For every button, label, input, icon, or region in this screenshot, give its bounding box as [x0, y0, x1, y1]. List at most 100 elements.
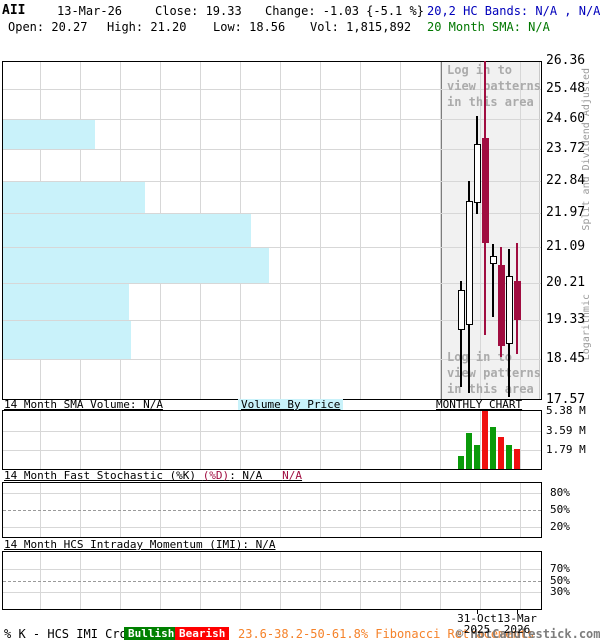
- login-prompt-text[interactable]: Log in to view patterns in this area: [447, 63, 541, 109]
- gridline-h: [3, 450, 541, 451]
- gridline-dashed: [3, 510, 541, 511]
- gridline-dashed: [3, 581, 541, 582]
- gridline-h: [3, 89, 541, 90]
- gridline-v: [200, 411, 201, 469]
- price-tick-label: 21.09: [546, 239, 586, 254]
- price-tick-label: 17.57: [546, 392, 586, 407]
- stochastic-label-k: 14 Month Fast Stochastic (%K): [4, 469, 203, 482]
- stoch-tick-label: 80%: [550, 486, 570, 499]
- price-tick-label: 18.45: [546, 351, 586, 366]
- bullish-badge: Bullish: [124, 627, 179, 640]
- gridline-v: [400, 411, 401, 469]
- imi-tick-label: 70%: [550, 562, 570, 575]
- stochastic-label-value: : N/A: [229, 469, 283, 482]
- gridline-h: [3, 431, 541, 432]
- gridline-v: [80, 411, 81, 469]
- gridline-v: [360, 552, 361, 609]
- x-axis-label: 2025: [463, 623, 491, 636]
- sma-value: 20 Month SMA: N/A: [427, 20, 550, 34]
- vbp-band: [3, 248, 269, 283]
- x-axis-tick: [477, 610, 478, 614]
- price-tick-label: 21.97: [546, 205, 586, 220]
- login-prompt-text[interactable]: Log in to view patterns in this area: [447, 350, 541, 396]
- gridline-h: [3, 213, 541, 214]
- candle-wick: [460, 281, 462, 387]
- stoch-tick-label: 50%: [550, 503, 570, 516]
- volume-bar: [514, 449, 520, 469]
- gridline-v: [280, 62, 281, 399]
- vbp-band: [3, 120, 95, 149]
- chart-type-label: MONTHLY CHART: [436, 398, 523, 411]
- ticker-symbol: AII: [2, 3, 26, 18]
- gridline-h: [3, 181, 541, 182]
- candle-body-down: [482, 138, 489, 243]
- hc-bands-value: 20,2 HC Bands: N/A , N/A: [427, 4, 600, 18]
- gridline-v: [240, 411, 241, 469]
- gridline-v: [520, 62, 521, 399]
- x-axis-tick: [517, 610, 518, 614]
- volume-panel: [2, 410, 542, 470]
- gridline-v: [240, 552, 241, 609]
- price-tick-label: 25.48: [546, 81, 586, 96]
- gridline-v: [280, 552, 281, 609]
- gridline-v: [320, 62, 321, 399]
- volume-tick-label: 3.59 M: [546, 424, 586, 437]
- stochastic-label-d: (%D): [202, 469, 230, 482]
- price-tick-label: 26.36: [546, 53, 586, 68]
- volume-bar: [498, 437, 504, 469]
- volume-tick-label: 5.38 M: [546, 404, 586, 417]
- volume-by-price-label: Volume By Price: [238, 399, 344, 410]
- copyright-label: © HotCandlestick.com: [456, 627, 600, 640]
- volume-bar: [466, 433, 472, 469]
- gridline-h: [3, 247, 541, 248]
- gridline-v: [360, 62, 361, 399]
- gridline-v: [520, 411, 521, 469]
- gridline-h: [3, 149, 541, 150]
- volume-bar: [474, 445, 480, 469]
- high-value: High: 21.20: [107, 20, 187, 34]
- price-tick-label: 19.33: [546, 312, 586, 327]
- x-axis-label: 13-Mar: [497, 612, 537, 625]
- gridline-h: [3, 569, 541, 570]
- gridline-v: [40, 552, 41, 609]
- gridline-v: [40, 411, 41, 469]
- close-value: Close: 19.33: [155, 4, 242, 18]
- price-tick-label: 23.72: [546, 141, 586, 156]
- imi-label: 14 Month HCS Intraday Momentum (IMI): N/…: [4, 538, 276, 551]
- quote-date: 13-Mar-26: [57, 4, 123, 18]
- bearish-badge: Bearish: [175, 627, 230, 640]
- vbp-band: [3, 284, 129, 320]
- vbp-band: [3, 214, 251, 247]
- sma-volume-label: 14 Month SMA Volume: N/A: [4, 398, 163, 411]
- candle-body-up: [466, 201, 473, 325]
- gridline-v: [200, 552, 201, 609]
- imi-tick-label: 50%: [550, 574, 570, 587]
- candle-wick: [492, 244, 494, 317]
- gridline-v: [480, 552, 481, 609]
- gridline-h: [3, 592, 541, 593]
- candle-body-up: [490, 256, 497, 264]
- login-overlay-area: [441, 62, 540, 399]
- gridline-v: [280, 411, 281, 469]
- volume-value: Vol: 1,815,892: [310, 20, 412, 34]
- volume-bar: [482, 411, 488, 469]
- gridline-h: [3, 493, 541, 494]
- gridline-v: [440, 411, 441, 469]
- gridline-v: [400, 62, 401, 399]
- gridline-h: [3, 283, 541, 284]
- vbp-band: [3, 321, 131, 359]
- candle-body-down: [514, 281, 521, 320]
- gridline-h: [3, 320, 541, 321]
- gridline-v: [360, 411, 361, 469]
- candle-body-down: [498, 265, 505, 346]
- gridline-h: [3, 119, 541, 120]
- gridline-v: [120, 552, 121, 609]
- low-value: Low: 18.56: [213, 20, 286, 34]
- gridline-v: [80, 552, 81, 609]
- volume-tick-label: 1.79 M: [546, 443, 586, 456]
- gridline-v: [440, 62, 441, 399]
- price-tick-label: 22.84: [546, 173, 586, 188]
- x-axis-label: 2026: [503, 623, 531, 636]
